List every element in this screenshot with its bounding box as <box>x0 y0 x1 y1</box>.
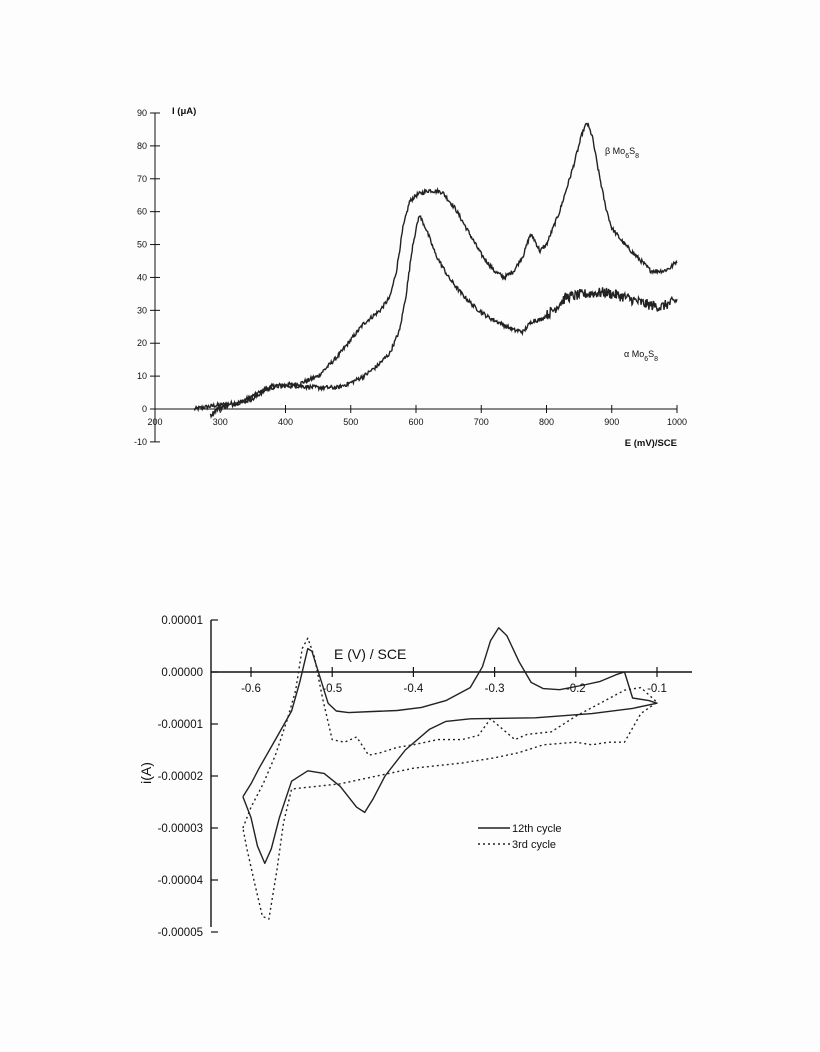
x-tick-label: 800 <box>539 417 554 427</box>
y-tick-label: -0.00005 <box>158 927 203 939</box>
x-tick-label: 500 <box>343 417 358 427</box>
label-beta-mo6s8: β Mo6S8 <box>605 146 639 160</box>
x-tick-label: 900 <box>604 417 619 427</box>
x-tick-label: 200 <box>147 417 162 427</box>
x-tick-label: 600 <box>408 417 423 427</box>
y-tick-label: 30 <box>137 305 147 315</box>
legend-label-3rd-cycle: 3rd cycle <box>512 839 556 851</box>
x-tick-label: 300 <box>213 417 228 427</box>
x-tick-label: -0.1 <box>647 683 667 695</box>
y-tick-label: 90 <box>137 108 147 118</box>
y-tick-label: -0.00004 <box>158 875 204 887</box>
x-tick-label: -0.6 <box>241 683 261 695</box>
y-tick-label: 0.00001 <box>161 615 203 627</box>
x-tick-label: -0.3 <box>485 683 505 695</box>
label-alpha-mo6s8: α Mo6S8 <box>624 349 658 363</box>
x-tick-label: 1000 <box>667 417 687 427</box>
y-tick-label: 40 <box>137 272 147 282</box>
y-tick-label: -0.00001 <box>158 719 203 731</box>
y-tick-label: -0.00002 <box>158 771 203 783</box>
x-tick-label: 400 <box>278 417 293 427</box>
y-tick-label: 20 <box>137 338 147 348</box>
y-axis-label: i(A) <box>138 762 154 784</box>
y-tick-label: 0 <box>142 404 147 414</box>
y-tick-label: -0.00003 <box>158 823 203 835</box>
series-alpha-line <box>209 215 678 419</box>
series-12th-cycle-line <box>242 627 658 865</box>
x-tick-label: -0.5 <box>322 683 342 695</box>
x-axis-label: E (mV)/SCE <box>625 438 677 449</box>
y-tick-label: 80 <box>137 141 147 151</box>
series-3rd-cycle-line <box>242 637 658 920</box>
x-tick-label: -0.4 <box>403 683 423 695</box>
y-tick-label: 70 <box>137 174 147 184</box>
legend-label-12th-cycle: 12th cycle <box>512 823 562 835</box>
y-tick-label: 60 <box>137 207 147 217</box>
x-axis-label: E (V) / SCE <box>334 646 406 662</box>
y-tick-label: -10 <box>134 437 147 447</box>
y-axis-label: I (μA) <box>172 106 196 117</box>
x-tick-label: 700 <box>474 417 489 427</box>
y-tick-label: 50 <box>137 240 147 250</box>
y-tick-label: 10 <box>137 371 147 381</box>
series-beta-line <box>193 122 678 413</box>
y-tick-label: 0.00000 <box>161 667 203 679</box>
